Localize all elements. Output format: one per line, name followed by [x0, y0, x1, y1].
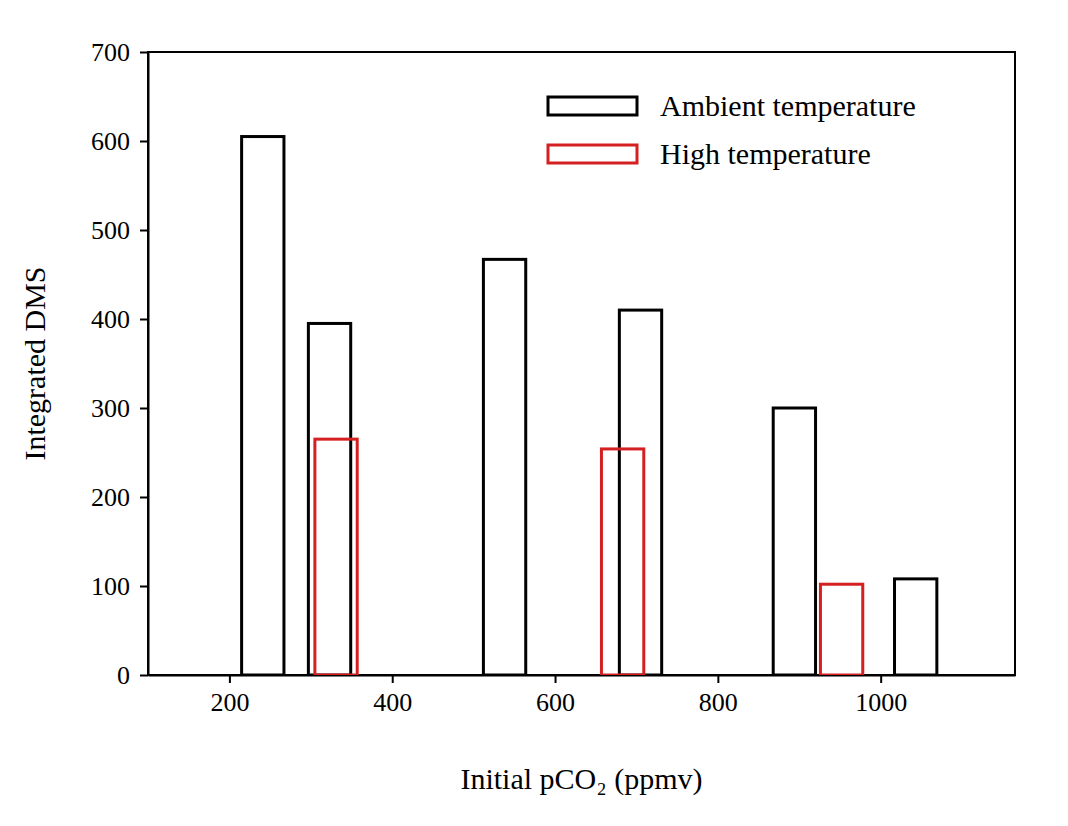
bar	[601, 449, 643, 675]
tick-label: 1000	[855, 688, 907, 717]
tick: 400	[373, 675, 412, 717]
bar	[315, 439, 357, 675]
tick-label: 200	[91, 483, 130, 512]
chart: 200 400 600 800 1000 0 100 200 300 400 500 600 700 In…	[0, 0, 1068, 826]
bar	[895, 579, 937, 675]
legend-item: Ambient temperature	[548, 89, 916, 122]
bar	[773, 408, 815, 675]
tick: 800	[699, 675, 738, 717]
tick-label: 500	[91, 216, 130, 245]
tick-mark	[140, 497, 148, 499]
tick-label: 800	[699, 688, 738, 717]
tick-mark	[140, 141, 148, 143]
tick-mark	[880, 675, 882, 683]
bar	[483, 259, 525, 675]
tick-label: 700	[91, 38, 130, 67]
tick-mark	[717, 675, 719, 683]
tick-label: 200	[210, 688, 249, 717]
tick-mark	[140, 586, 148, 588]
plot: 200 400 600 800 1000 0 100 200 300 400 500 600 700	[91, 38, 1016, 718]
tick: 400	[91, 305, 148, 334]
bar	[820, 584, 862, 675]
tick-label: 0	[117, 661, 130, 690]
tick-mark	[229, 675, 231, 683]
tick: 700	[91, 38, 148, 67]
tick-label: 300	[91, 394, 130, 423]
tick-label: 400	[373, 688, 412, 717]
legend-swatch	[548, 97, 637, 115]
tick-mark	[140, 319, 148, 321]
tick: 1000	[855, 675, 907, 717]
tick-label: 100	[91, 572, 130, 601]
tick-mark	[140, 675, 148, 677]
bar	[242, 137, 284, 675]
bar-series	[242, 137, 937, 675]
tick: 500	[91, 216, 148, 245]
tick: 600	[536, 675, 575, 717]
tick-mark	[392, 675, 394, 683]
tick-mark	[140, 408, 148, 410]
tick: 300	[91, 394, 148, 423]
tick-label: 600	[536, 688, 575, 717]
tick: 200	[91, 483, 148, 512]
legend-label: Ambient temperature	[660, 89, 916, 122]
tick: 600	[91, 127, 148, 156]
tick: 100	[91, 572, 148, 601]
legend-swatch	[548, 145, 637, 163]
bars	[242, 137, 937, 675]
x-axis: 200 400 600 800 1000	[149, 675, 1016, 717]
x-axis-title: Initial pCO₂ (ppmv)	[460, 762, 702, 796]
tick-mark	[555, 675, 557, 683]
tick-label: 600	[91, 127, 130, 156]
tick-mark	[140, 230, 148, 232]
legend-item: High temperature	[548, 137, 871, 170]
legend: Ambient temperature High temperature	[548, 89, 916, 170]
legend-label: High temperature	[660, 137, 871, 170]
tick-mark	[140, 52, 148, 54]
plot-frame	[148, 52, 1015, 675]
bar	[619, 310, 661, 675]
tick-label: 400	[91, 305, 130, 334]
tick: 0	[117, 661, 148, 690]
bar-series	[315, 439, 863, 675]
tick: 200	[210, 675, 249, 717]
axis-line	[148, 53, 150, 676]
y-axis: 0 100 200 300 400 500 600 700	[91, 38, 149, 690]
y-axis-title: Integrated DMS	[18, 266, 51, 460]
